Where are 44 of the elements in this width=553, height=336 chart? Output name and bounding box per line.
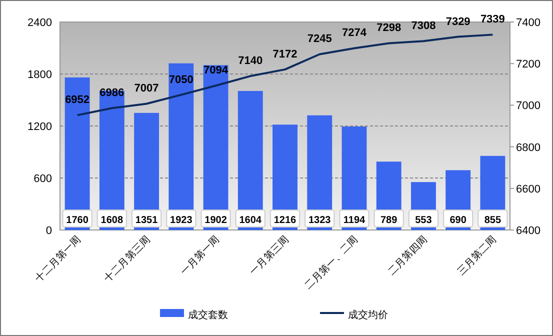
y-tick-label: 600 xyxy=(34,173,52,185)
data-label: 1323 xyxy=(308,215,332,226)
data-label: 1351 xyxy=(135,215,158,226)
y2-tick-label: 7000 xyxy=(516,100,540,112)
data-label: 6952 xyxy=(65,94,90,106)
data-label: 6986 xyxy=(100,87,124,100)
x-tick-label: 十二月第三周 xyxy=(102,234,153,285)
y-tick-label: 1800 xyxy=(28,69,52,81)
y2-tick-label: 6600 xyxy=(516,183,540,196)
data-label: 7298 xyxy=(376,22,402,34)
y2-tick-label: 7400 xyxy=(516,17,540,29)
data-label: 553 xyxy=(415,215,432,226)
data-label: 7050 xyxy=(168,74,194,86)
y2-tick-label: 6800 xyxy=(516,142,540,154)
data-label: 1760 xyxy=(66,215,89,226)
data-label: 1923 xyxy=(170,215,193,226)
data-label: 7329 xyxy=(446,16,470,28)
data-label: 1902 xyxy=(204,215,228,226)
data-label: 855 xyxy=(484,215,502,226)
data-label: 7339 xyxy=(480,14,505,26)
y-tick-label: 2400 xyxy=(28,17,52,29)
y2-tick-label: 6400 xyxy=(516,225,540,237)
data-label: 789 xyxy=(380,215,398,226)
data-label: 1604 xyxy=(239,215,262,226)
x-tick-label: 一月第三周 xyxy=(247,234,292,278)
y2-tick-label: 7200 xyxy=(516,58,540,71)
data-label: 7308 xyxy=(411,20,436,32)
x-tick-label: 一月第一周 xyxy=(178,234,222,278)
x-tick-label: 二月第四周 xyxy=(386,234,430,278)
data-label: 1608 xyxy=(100,215,124,226)
data-label: 1194 xyxy=(343,215,366,226)
x-tick-label: 三月第二周 xyxy=(454,234,499,278)
data-label: 7007 xyxy=(134,82,159,95)
data-label: 7172 xyxy=(272,48,298,60)
data-label: 690 xyxy=(450,215,467,226)
legend-label: 成交均价 xyxy=(348,309,388,321)
y-tick-label: 1200 xyxy=(28,121,52,133)
data-label: 7245 xyxy=(307,33,332,46)
x-tick-label: 二月第一、二周 xyxy=(302,234,360,292)
legend-label: 成交套数 xyxy=(188,309,228,321)
data-label: 1216 xyxy=(274,215,297,226)
data-label: 7094 xyxy=(204,64,229,77)
data-label: 7274 xyxy=(342,27,368,40)
data-label: 7140 xyxy=(238,55,263,68)
